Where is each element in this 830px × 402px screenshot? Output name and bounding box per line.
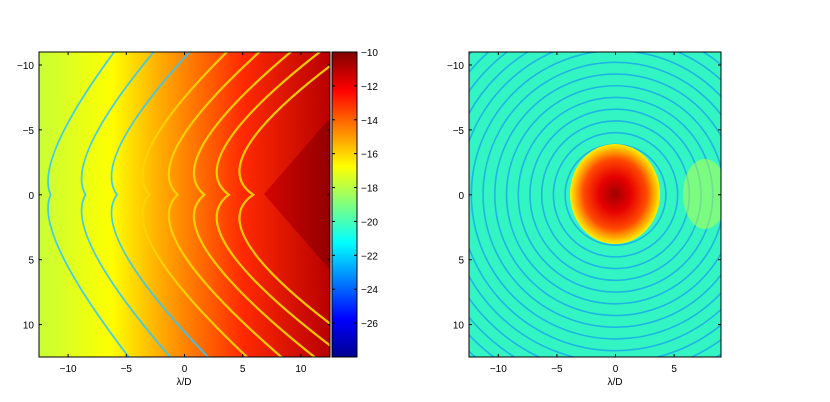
fringe-line [80,52,172,357]
y-tick-label-1: 10 [23,321,35,332]
heatmap-2-glow [683,159,721,229]
x-tick-label-2: −5 [551,364,563,375]
diffraction-ring [552,131,679,258]
colorbar-tick-label: −24 [361,285,378,296]
x-axis-label-1: λ/D [177,377,192,388]
y-tick-label-2: −5 [453,126,465,137]
fringe-line [238,64,330,325]
x-tick-label-1: 10 [295,364,307,375]
fringe-line [141,52,249,357]
x-tick-label-1: 0 [182,364,188,375]
y-tick-label-2: 10 [453,321,465,332]
diffraction-ring [494,73,721,317]
colorbar-tick-label: −16 [361,150,378,161]
y-tick-label-1: −10 [17,61,34,72]
fringe-line [47,52,130,357]
ring-heatmap: −10 −5 0 5 −10 −5 0 5 10 λ/D [447,51,722,388]
x-tick-label-1: −10 [60,364,77,375]
colorbar: −10 −12 −14 −16 −18 −20 −22 −24 −26 [331,48,378,358]
diffraction-ring [482,61,721,328]
fringe-heatmap: −10 −5 0 5 10 −10 −5 0 5 10 λ/D [17,51,331,388]
colorbar-tick-label: −14 [361,116,378,127]
y-tick-label-1: 0 [28,191,34,202]
y-tick-label-1: 5 [28,256,34,267]
y-tick-label-2: −10 [447,61,464,72]
colorbar-scale [331,51,358,358]
y-tick-label-2: 5 [458,256,464,267]
fringe-line [192,52,317,357]
x-tick-label-2: 0 [613,364,619,375]
fringe-line [110,52,210,357]
y-tick-label-2: 0 [458,191,464,202]
x-axis-label-2: λ/D [608,377,623,388]
colorbar-tick-label: −22 [361,251,378,262]
x-tick-label-1: 5 [240,364,246,375]
x-tick-label-1: −5 [121,364,133,375]
colorbar-tick-label: −12 [361,82,378,93]
diffraction-ring [469,52,721,352]
heatmap-1-peak-wedge [264,118,330,270]
fringe-line [167,52,284,357]
y-tick-label-1: −5 [23,126,35,137]
central-spot [570,144,660,244]
colorbar-tick-label: −18 [361,184,378,195]
diffraction-ring [505,84,721,305]
fringe-line [215,52,330,347]
x-tick-label-2: −10 [490,364,507,375]
colorbar-tick-label: −20 [361,217,378,228]
x-tick-label-2: 5 [671,364,677,375]
colorbar-tick-label: −10 [361,48,378,59]
colorbar-tick-label: −26 [361,319,378,330]
